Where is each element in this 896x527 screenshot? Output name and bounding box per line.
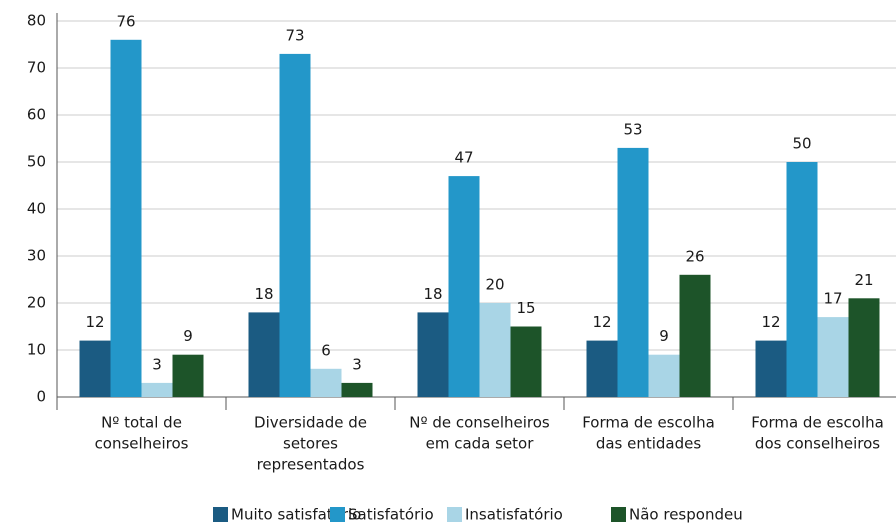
- legend-swatch: [447, 507, 462, 522]
- bar: [341, 382, 373, 397]
- legend-label: Muito satisfatório: [231, 506, 361, 524]
- bar: [755, 340, 787, 397]
- x-tick-label: setores: [283, 435, 338, 453]
- legend-label: Satisfatório: [348, 506, 434, 524]
- bar: [817, 317, 849, 397]
- data-label: 53: [623, 120, 642, 138]
- bar: [586, 340, 618, 397]
- x-tick-label: dos conselheiros: [755, 435, 880, 453]
- data-label: 6: [321, 341, 331, 359]
- y-tick-label: 70: [27, 59, 46, 77]
- bar: [79, 340, 111, 397]
- x-tick-label: Diversidade de: [254, 414, 367, 432]
- y-tick-label: 80: [27, 12, 46, 30]
- x-tick-label: Forma de escolha: [582, 414, 715, 432]
- bar: [417, 312, 449, 397]
- data-label: 3: [352, 355, 362, 373]
- data-label: 21: [854, 271, 873, 289]
- data-label: 18: [423, 285, 442, 303]
- legend-swatch: [330, 507, 345, 522]
- bar: [510, 326, 542, 397]
- data-label: 18: [254, 285, 273, 303]
- data-label: 9: [659, 327, 669, 345]
- y-tick-label: 40: [27, 200, 46, 218]
- data-label: 12: [85, 313, 104, 331]
- legend-swatch: [611, 507, 626, 522]
- bar: [141, 382, 173, 397]
- data-label: 12: [761, 313, 780, 331]
- data-label: 73: [285, 26, 304, 44]
- bar: [848, 298, 880, 397]
- bar: [617, 147, 649, 397]
- data-label: 50: [792, 135, 811, 153]
- bar: [679, 274, 711, 397]
- data-label: 76: [116, 12, 135, 30]
- data-label: 9: [183, 327, 193, 345]
- bar: [310, 368, 342, 397]
- y-tick-label: 10: [27, 341, 46, 359]
- legend-swatch: [213, 507, 228, 522]
- x-tick-label: representados: [257, 456, 365, 474]
- x-tick-label: conselheiros: [95, 435, 189, 453]
- bar: [248, 312, 280, 397]
- x-tick-label: das entidades: [596, 435, 702, 453]
- bar: [786, 162, 818, 397]
- data-label: 26: [685, 247, 704, 265]
- data-label: 20: [485, 276, 504, 294]
- bar: [448, 176, 480, 397]
- data-label: 15: [516, 299, 535, 317]
- x-tick-label: Nº total de: [101, 414, 182, 432]
- bar: [110, 39, 142, 398]
- bar: [479, 303, 511, 397]
- y-tick-label: 30: [27, 247, 46, 265]
- y-tick-label: 0: [36, 388, 46, 406]
- legend-label: Insatisfatório: [465, 506, 563, 524]
- bar: [648, 354, 680, 397]
- data-label: 17: [823, 290, 842, 308]
- x-tick-label: em cada setor: [426, 435, 535, 453]
- legend-label: Não respondeu: [629, 506, 743, 524]
- bar: [172, 354, 204, 397]
- y-tick-label: 60: [27, 106, 46, 124]
- data-label: 47: [454, 149, 473, 167]
- x-tick-label: Nº de conselheiros: [409, 414, 550, 432]
- data-label: 3: [152, 355, 162, 373]
- bar: [279, 53, 311, 398]
- y-tick-label: 20: [27, 294, 46, 312]
- y-tick-label: 50: [27, 153, 46, 171]
- x-tick-label: Forma de escolha: [751, 414, 884, 432]
- data-label: 12: [592, 313, 611, 331]
